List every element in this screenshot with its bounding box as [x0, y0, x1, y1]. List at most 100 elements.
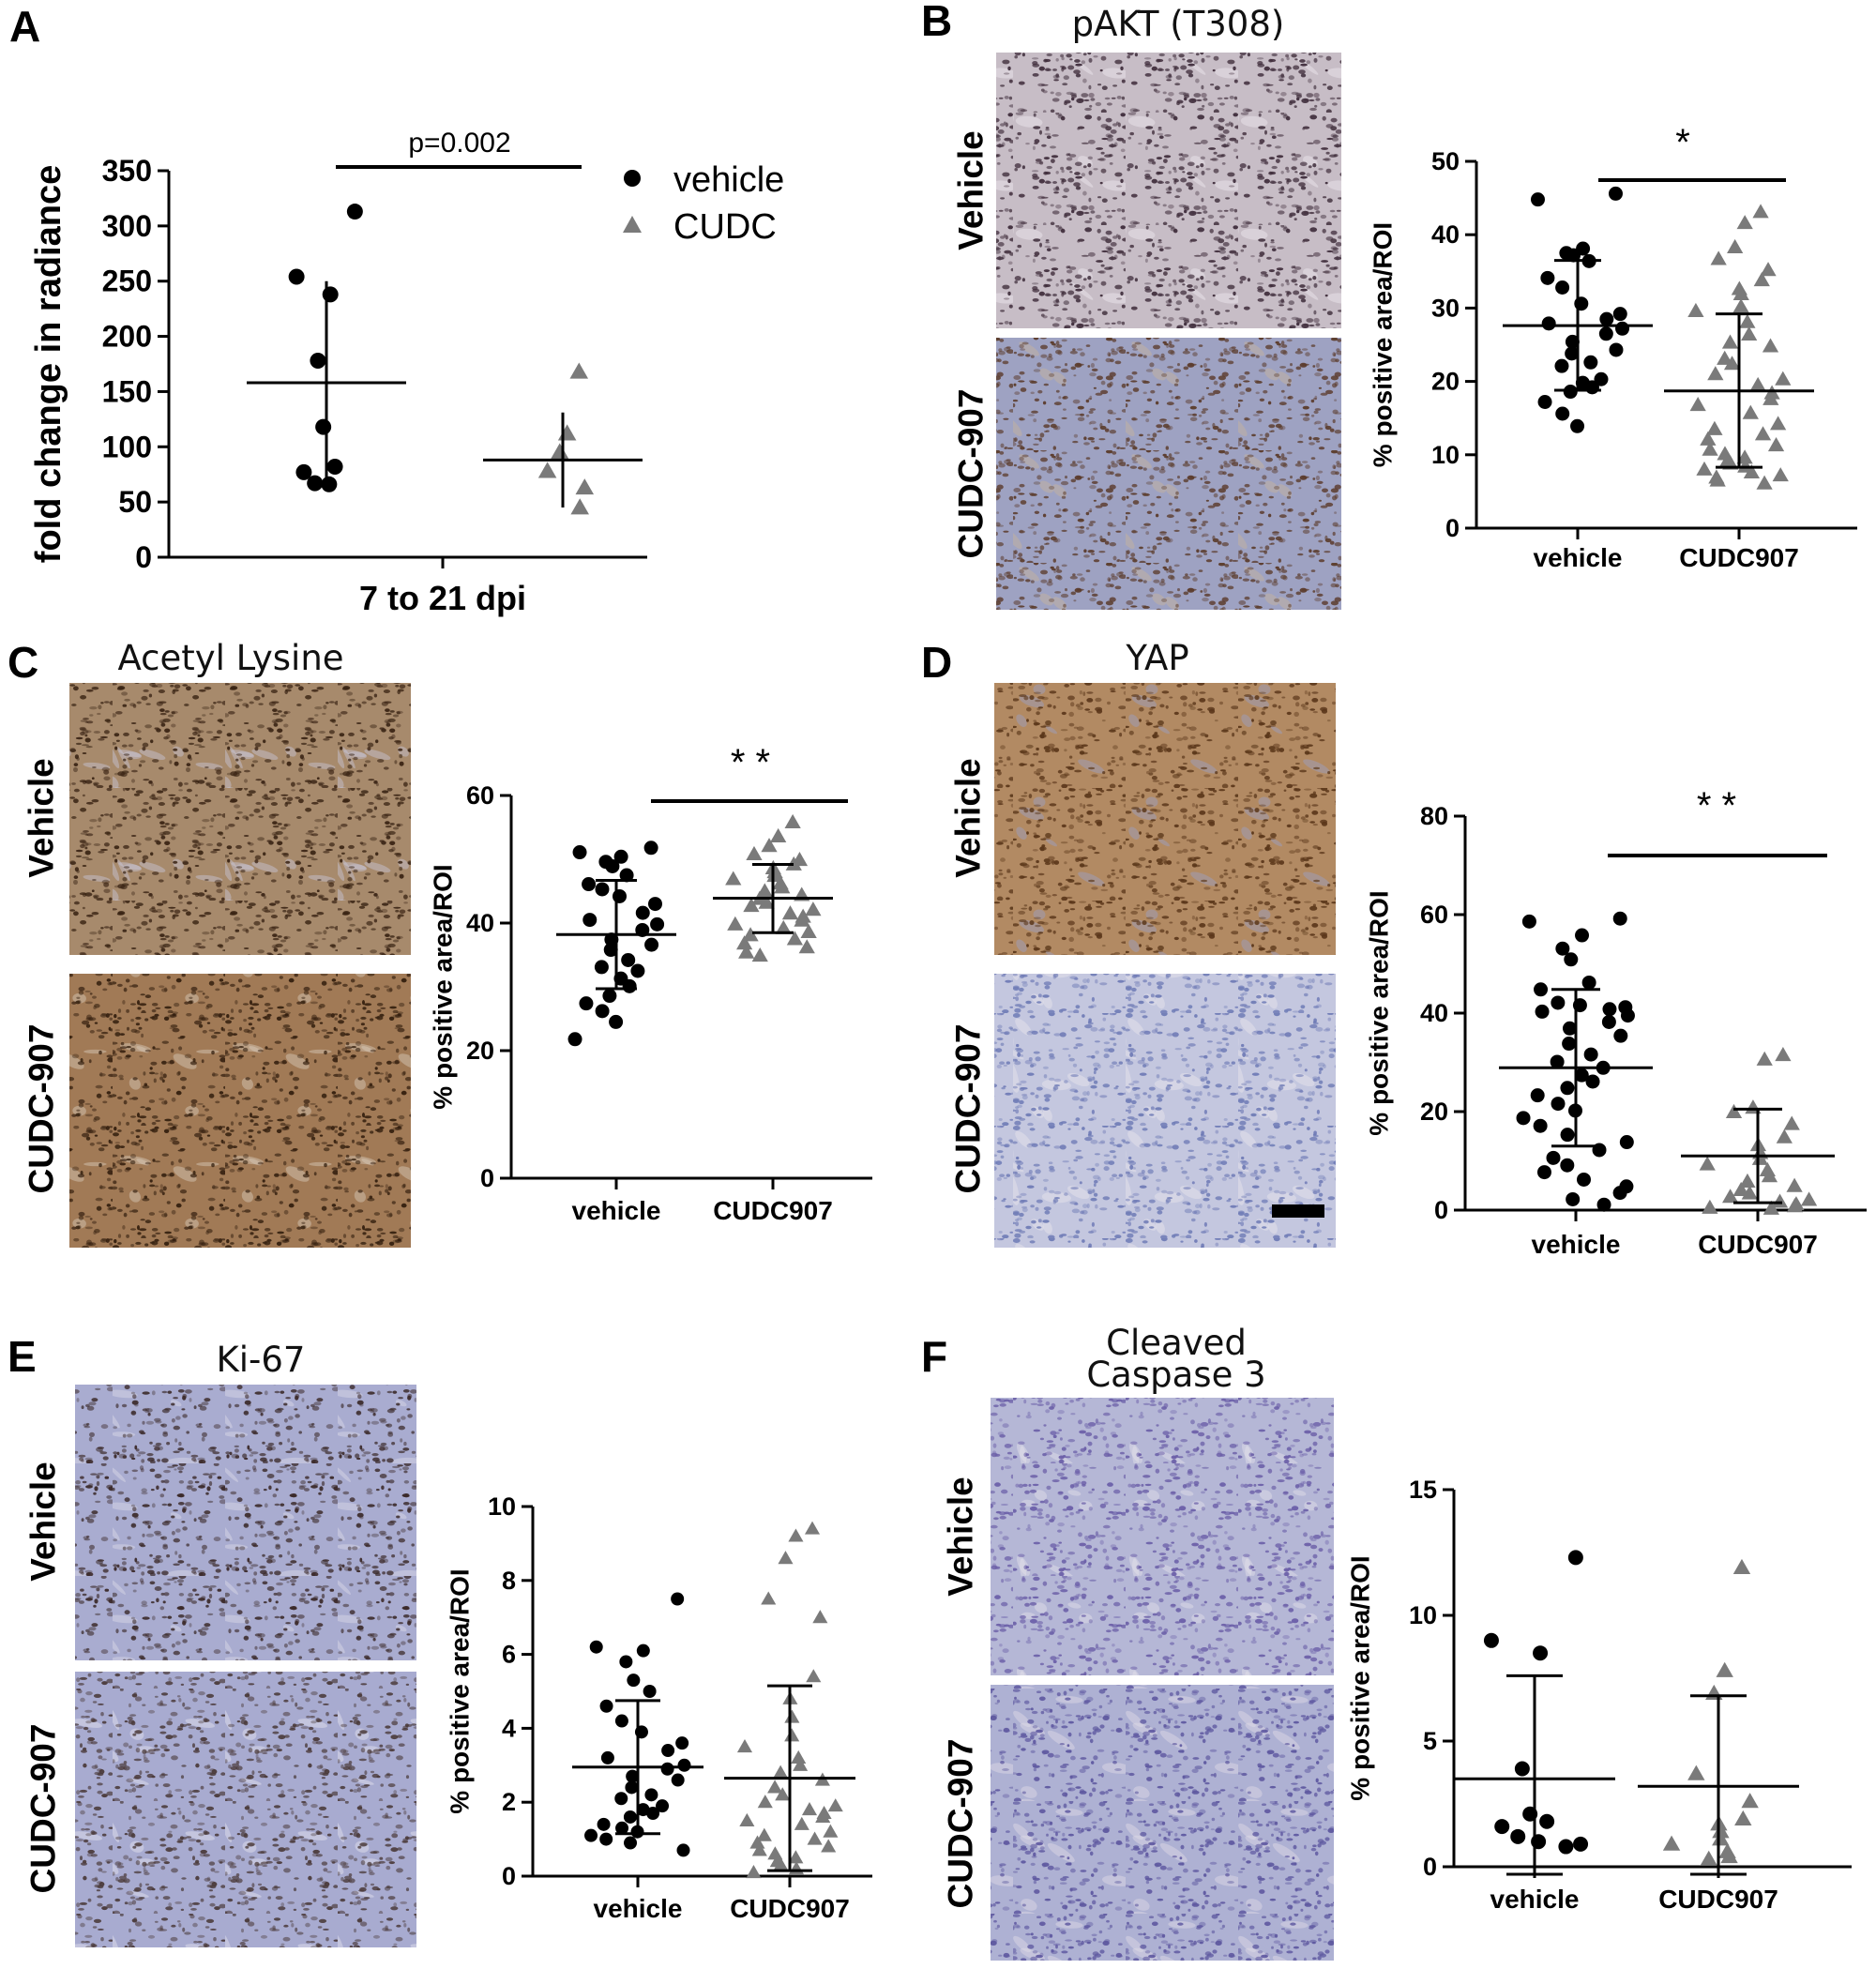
data-point [615, 1821, 629, 1835]
data-point [807, 1831, 823, 1845]
data-point [1783, 1115, 1800, 1130]
data-point [599, 1699, 613, 1713]
data-point [1732, 1181, 1749, 1196]
data-point [614, 1714, 628, 1728]
series-1 [1681, 1047, 1835, 1215]
data-point [1756, 475, 1773, 490]
legend-label-cudc: CUDC [673, 207, 777, 247]
data-point [806, 1669, 822, 1683]
data-point [778, 1551, 794, 1565]
series-0 [556, 841, 676, 1047]
data-point [1533, 1118, 1548, 1133]
data-point [557, 424, 577, 441]
data-point [1732, 285, 1749, 301]
data-point [1710, 250, 1727, 265]
y-tick-label: 0 [480, 1164, 494, 1192]
series-1 [483, 362, 643, 515]
micrograph-b-cudc [996, 338, 1341, 610]
data-point [1573, 1836, 1589, 1852]
row-label-cudc: CUDC-907 [952, 389, 991, 559]
series-1 [713, 813, 833, 962]
data-point [1702, 441, 1718, 456]
data-point [671, 1773, 685, 1787]
x-category-label: CUDC907 [713, 1196, 833, 1225]
series-1 [1664, 204, 1814, 490]
data-point [569, 362, 589, 379]
data-point [774, 879, 791, 894]
panel-title-f-line2: Caspase 3 [1086, 1355, 1265, 1395]
row-label-vehicle: Vehicle [942, 1477, 980, 1597]
panel-label-d: D [921, 638, 952, 687]
data-point [761, 838, 778, 853]
data-point [1560, 1081, 1575, 1096]
data-point [738, 944, 755, 959]
data-point [603, 943, 618, 958]
series-1 [1638, 1558, 1799, 1876]
x-category-label: vehicle [1534, 543, 1623, 572]
data-point [599, 1832, 613, 1846]
data-point [1709, 472, 1726, 487]
data-point [1612, 1186, 1627, 1201]
data-point [614, 1792, 628, 1806]
data-point [784, 1709, 800, 1723]
y-tick-label: 10 [1431, 441, 1460, 469]
data-point [1612, 911, 1627, 926]
x-category-label: vehicle [1490, 1885, 1580, 1914]
panel-label-b: B [921, 0, 952, 45]
y-axis-label: fold change in radiance [29, 165, 68, 563]
data-point [612, 888, 627, 903]
data-point [619, 1655, 633, 1669]
data-point [1596, 1197, 1611, 1212]
data-point [1751, 1150, 1769, 1165]
data-point [295, 463, 312, 480]
data-point [1577, 1172, 1592, 1187]
y-tick-label: 50 [1431, 147, 1460, 175]
y-tick-label: 0 [1434, 1196, 1448, 1224]
data-point [794, 1816, 809, 1830]
data-point [1762, 338, 1779, 353]
data-point [623, 1810, 637, 1824]
data-point [1722, 1189, 1739, 1204]
data-point [644, 937, 659, 952]
micrograph-b-vehicle [996, 53, 1341, 328]
x-axis-label: 7 to 21 dpi [359, 579, 526, 617]
data-point [1769, 416, 1787, 431]
data-point [815, 1809, 831, 1823]
panel-title-f-line1: Cleaved [1106, 1323, 1247, 1363]
y-tick-label: 20 [466, 1037, 494, 1065]
legend-marker-cudc [623, 216, 642, 233]
data-point [1700, 1850, 1717, 1866]
data-point [1546, 1150, 1561, 1165]
data-point [661, 1744, 675, 1758]
data-point [775, 1787, 791, 1801]
data-point [1583, 355, 1598, 370]
panel-title-d: YAP [1125, 638, 1188, 678]
legend-marker-vehicle [624, 170, 641, 187]
micrograph-e-cudc [75, 1672, 416, 1947]
data-point [625, 1780, 639, 1795]
data-point [1594, 371, 1609, 386]
data-point [1723, 356, 1741, 371]
data-point [643, 1685, 657, 1698]
row-label-vehicle: Vehicle [952, 130, 991, 250]
data-point [315, 418, 332, 435]
data-point [605, 858, 620, 873]
y-tick-label: 40 [466, 909, 494, 937]
data-point [751, 1842, 767, 1856]
y-tick-label: 30 [1431, 294, 1460, 322]
data-point [1786, 1198, 1804, 1213]
data-point [656, 1799, 670, 1813]
data-point [767, 1780, 783, 1794]
y-tick-label: 20 [1420, 1098, 1448, 1126]
data-point [751, 947, 768, 962]
data-point [1741, 1793, 1759, 1809]
data-point [619, 868, 634, 883]
data-point [1536, 1165, 1551, 1180]
data-point [1699, 1156, 1716, 1171]
y-tick-label: 80 [1420, 802, 1448, 830]
x-category-label: CUDC907 [1658, 1885, 1778, 1914]
data-point [627, 1674, 641, 1688]
data-point [1760, 262, 1777, 277]
data-point [1689, 396, 1706, 412]
data-point [1564, 952, 1579, 967]
